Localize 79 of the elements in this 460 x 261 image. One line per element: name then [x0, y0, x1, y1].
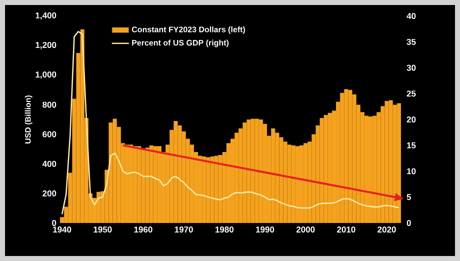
bar [291, 145, 296, 223]
bar [388, 100, 393, 223]
y-tick-label: 1,000 [36, 72, 56, 79]
y2-tick-label: 10 [407, 168, 416, 174]
y-tick-label: 400 [42, 160, 56, 167]
bar [258, 119, 263, 223]
x-tick-label: 2010 [337, 226, 356, 233]
y-tick-label: 200 [42, 190, 56, 196]
bar [396, 103, 401, 223]
bar [364, 116, 368, 223]
bar [242, 122, 247, 223]
y2-tick-label: 5 [406, 194, 412, 200]
bar [202, 156, 206, 223]
x-tick-label: 1990 [256, 226, 274, 233]
bar [214, 156, 218, 223]
bar [210, 156, 214, 223]
bar [299, 145, 304, 223]
y2-tick-label: 25 [406, 90, 416, 97]
bar [320, 118, 324, 223]
y2-tick-label: 20 [406, 116, 416, 122]
bar [246, 119, 251, 223]
bar [271, 128, 276, 223]
y2-tick-label: 40 [406, 12, 416, 19]
bar [328, 112, 332, 223]
x-tick-label: 1960 [134, 226, 152, 233]
y-tick-label: 0 [52, 220, 56, 226]
bar [250, 118, 255, 223]
bar [198, 156, 202, 223]
bar [344, 89, 348, 223]
bar [384, 101, 389, 223]
bar [262, 124, 268, 223]
legend-label: Percent of US GDP (right) [132, 40, 229, 48]
bar [141, 149, 146, 223]
y-axis-title: USD (Billion) [24, 95, 32, 144]
x-tick-label: 1970 [174, 226, 193, 233]
bar [206, 157, 210, 223]
y-tick-label: 600 [42, 131, 56, 138]
bar [372, 116, 377, 223]
bar [112, 118, 117, 223]
bar [279, 137, 284, 223]
bar [174, 120, 178, 223]
x-tick-label: 1980 [215, 226, 234, 233]
y-tick-label: 800 [42, 102, 56, 108]
bar [234, 132, 239, 223]
x-tick-label: 1950 [94, 226, 112, 233]
bar [392, 104, 397, 223]
bar [133, 146, 138, 223]
x-tick-label: 1940 [53, 226, 72, 233]
bar [368, 116, 373, 223]
bar [304, 143, 308, 223]
bar [254, 118, 259, 223]
y2-tick-label: 30 [406, 64, 416, 71]
bar [137, 146, 142, 223]
bar [352, 94, 356, 223]
bar [153, 146, 158, 223]
bar [149, 145, 154, 223]
bar [287, 144, 292, 223]
y2-tick-label: 0 [406, 220, 411, 226]
bar [96, 192, 101, 223]
y-tick-label: 1,200 [36, 42, 56, 50]
bar [124, 144, 130, 223]
x-tick-label: 2020 [378, 226, 396, 233]
x-tick-label: 2000 [296, 226, 315, 233]
y2-tick-label: 15 [407, 142, 416, 148]
bar [275, 132, 280, 223]
bar [108, 122, 113, 223]
bar [324, 115, 328, 223]
bar [145, 148, 150, 223]
bar [80, 29, 84, 223]
bar [295, 146, 300, 223]
bar [157, 146, 162, 223]
legend-label: Constant FY2023 Dollars (left) [132, 26, 245, 34]
bar [218, 154, 222, 223]
y2-tick-label: 35 [406, 38, 416, 45]
bar [178, 125, 182, 223]
bar [340, 92, 344, 223]
bar [129, 144, 134, 223]
bar [348, 90, 352, 223]
y-tick-label: 1,400 [36, 12, 56, 20]
